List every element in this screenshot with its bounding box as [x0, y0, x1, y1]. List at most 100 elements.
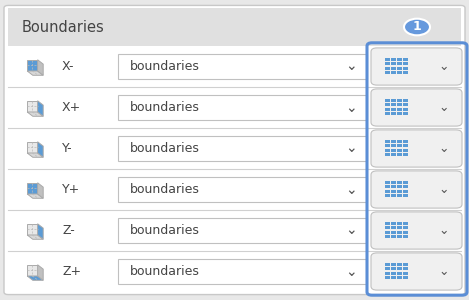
FancyBboxPatch shape — [371, 171, 462, 208]
FancyBboxPatch shape — [118, 177, 367, 202]
FancyBboxPatch shape — [385, 276, 389, 279]
FancyBboxPatch shape — [397, 67, 401, 70]
FancyBboxPatch shape — [8, 8, 461, 46]
FancyBboxPatch shape — [403, 67, 408, 70]
Polygon shape — [38, 183, 43, 198]
FancyBboxPatch shape — [391, 153, 395, 156]
Polygon shape — [38, 224, 43, 239]
FancyBboxPatch shape — [391, 107, 395, 110]
Text: ⌄: ⌄ — [439, 142, 449, 155]
FancyBboxPatch shape — [118, 259, 367, 284]
FancyBboxPatch shape — [385, 267, 389, 270]
FancyBboxPatch shape — [397, 153, 401, 156]
Polygon shape — [27, 224, 38, 235]
FancyBboxPatch shape — [403, 221, 408, 224]
FancyBboxPatch shape — [391, 262, 395, 266]
Circle shape — [404, 19, 430, 35]
FancyBboxPatch shape — [397, 190, 401, 193]
FancyBboxPatch shape — [385, 194, 389, 197]
FancyBboxPatch shape — [391, 230, 395, 233]
FancyBboxPatch shape — [118, 218, 367, 243]
Polygon shape — [27, 265, 38, 276]
FancyBboxPatch shape — [403, 262, 408, 266]
FancyBboxPatch shape — [403, 103, 408, 106]
FancyBboxPatch shape — [403, 181, 408, 184]
FancyBboxPatch shape — [385, 107, 389, 110]
FancyBboxPatch shape — [397, 181, 401, 184]
Polygon shape — [38, 265, 43, 280]
FancyBboxPatch shape — [397, 140, 401, 142]
FancyBboxPatch shape — [385, 67, 389, 70]
FancyBboxPatch shape — [385, 185, 389, 188]
FancyBboxPatch shape — [403, 148, 408, 152]
Text: ⌄: ⌄ — [345, 182, 357, 197]
FancyBboxPatch shape — [397, 194, 401, 197]
FancyBboxPatch shape — [397, 148, 401, 152]
Text: Z-: Z- — [62, 224, 75, 237]
Text: X-: X- — [62, 60, 75, 73]
Polygon shape — [38, 60, 43, 75]
Polygon shape — [27, 153, 43, 157]
FancyBboxPatch shape — [397, 185, 401, 188]
FancyBboxPatch shape — [385, 144, 389, 147]
FancyBboxPatch shape — [397, 107, 401, 110]
FancyBboxPatch shape — [397, 103, 401, 106]
FancyBboxPatch shape — [403, 272, 408, 274]
FancyBboxPatch shape — [397, 230, 401, 233]
Polygon shape — [27, 112, 43, 116]
Text: boundaries: boundaries — [130, 60, 200, 73]
FancyBboxPatch shape — [391, 148, 395, 152]
FancyBboxPatch shape — [391, 67, 395, 70]
FancyBboxPatch shape — [385, 112, 389, 115]
FancyBboxPatch shape — [385, 140, 389, 142]
FancyBboxPatch shape — [397, 71, 401, 74]
Polygon shape — [38, 142, 43, 157]
Polygon shape — [27, 101, 38, 112]
FancyBboxPatch shape — [403, 235, 408, 238]
Text: boundaries: boundaries — [130, 224, 200, 237]
FancyBboxPatch shape — [385, 71, 389, 74]
Text: Z+: Z+ — [62, 265, 81, 278]
Text: boundaries: boundaries — [130, 183, 200, 196]
FancyBboxPatch shape — [391, 276, 395, 279]
FancyBboxPatch shape — [403, 98, 408, 101]
FancyBboxPatch shape — [397, 112, 401, 115]
FancyBboxPatch shape — [385, 272, 389, 274]
FancyBboxPatch shape — [403, 62, 408, 65]
Polygon shape — [27, 235, 43, 239]
FancyBboxPatch shape — [385, 262, 389, 266]
Text: ⌄: ⌄ — [439, 224, 449, 237]
FancyBboxPatch shape — [397, 221, 401, 224]
FancyBboxPatch shape — [403, 190, 408, 193]
FancyBboxPatch shape — [403, 153, 408, 156]
FancyBboxPatch shape — [397, 267, 401, 270]
FancyBboxPatch shape — [391, 62, 395, 65]
FancyBboxPatch shape — [391, 71, 395, 74]
FancyBboxPatch shape — [391, 58, 395, 61]
Polygon shape — [27, 276, 43, 280]
FancyBboxPatch shape — [403, 107, 408, 110]
FancyBboxPatch shape — [385, 148, 389, 152]
Polygon shape — [27, 194, 43, 198]
Polygon shape — [27, 183, 38, 194]
FancyBboxPatch shape — [391, 103, 395, 106]
FancyBboxPatch shape — [403, 71, 408, 74]
FancyBboxPatch shape — [391, 144, 395, 147]
FancyBboxPatch shape — [391, 226, 395, 229]
FancyBboxPatch shape — [403, 140, 408, 142]
FancyBboxPatch shape — [385, 58, 389, 61]
FancyBboxPatch shape — [403, 276, 408, 279]
FancyBboxPatch shape — [397, 276, 401, 279]
FancyBboxPatch shape — [397, 58, 401, 61]
FancyBboxPatch shape — [385, 230, 389, 233]
FancyBboxPatch shape — [391, 194, 395, 197]
FancyBboxPatch shape — [403, 230, 408, 233]
FancyBboxPatch shape — [385, 153, 389, 156]
Text: 1: 1 — [413, 20, 421, 34]
FancyBboxPatch shape — [371, 89, 462, 126]
FancyBboxPatch shape — [397, 235, 401, 238]
FancyBboxPatch shape — [403, 58, 408, 61]
FancyBboxPatch shape — [403, 226, 408, 229]
FancyBboxPatch shape — [403, 267, 408, 270]
FancyBboxPatch shape — [397, 98, 401, 101]
